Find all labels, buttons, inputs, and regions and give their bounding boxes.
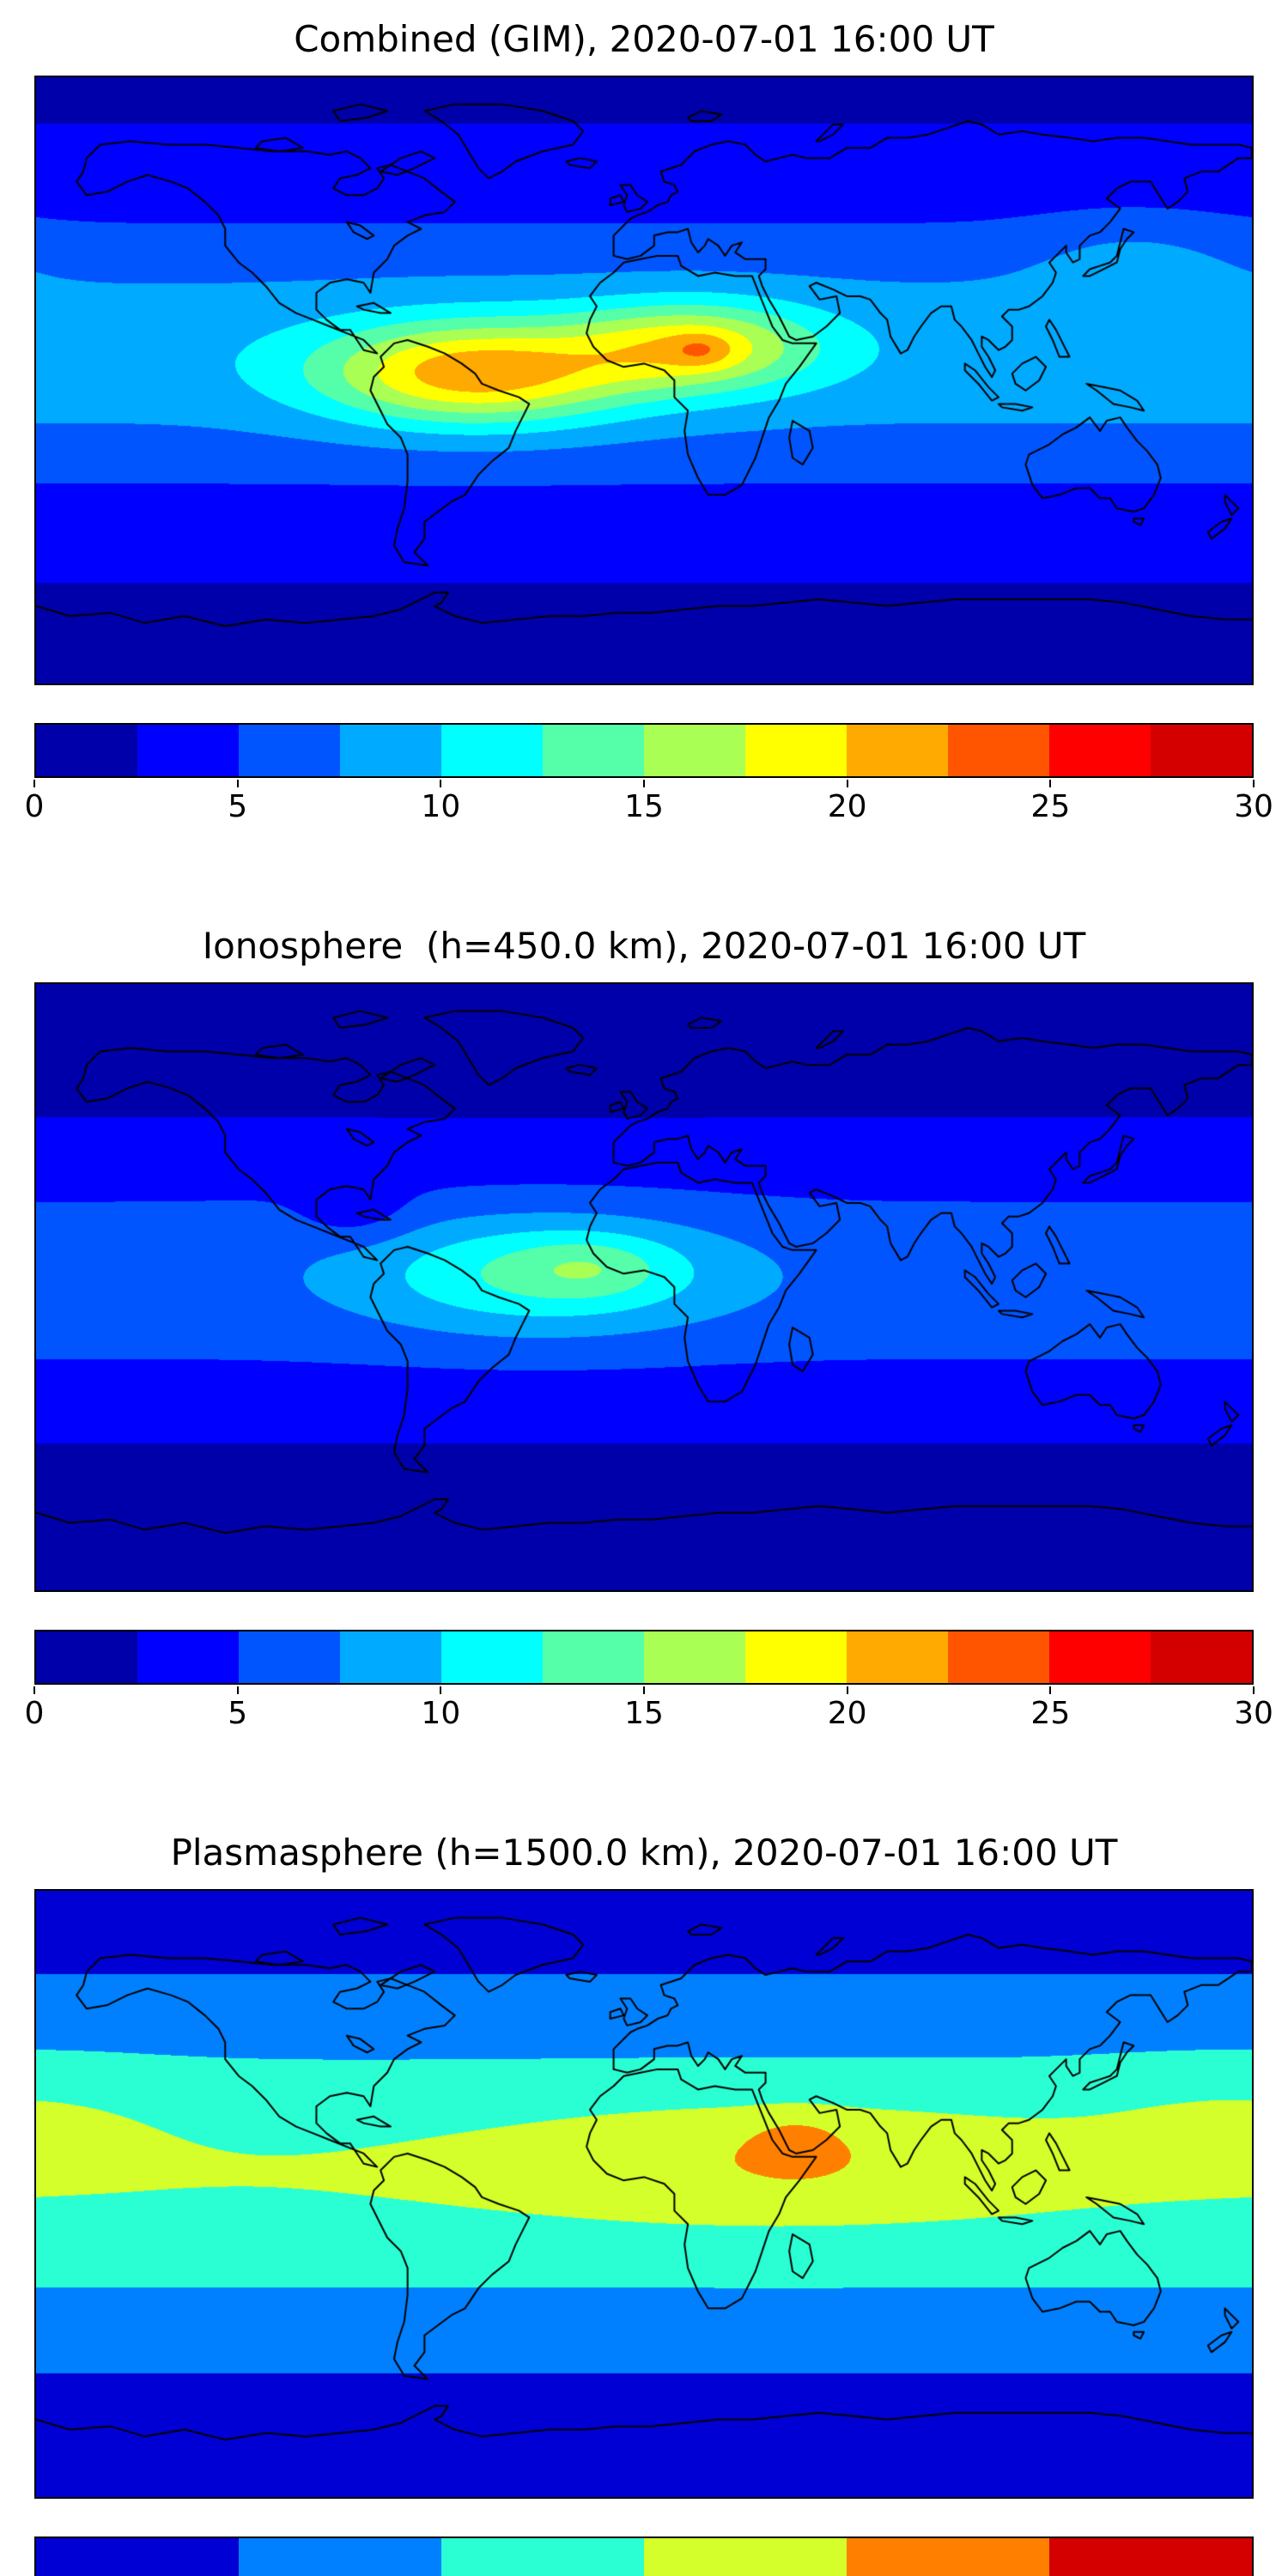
colorbar-tick-mark bbox=[33, 1686, 35, 1694]
panel-combined-gim: Combined (GIM), 2020-07-01 16:00 UT 0 5 … bbox=[0, 17, 1288, 876]
world-contour-map bbox=[36, 77, 1252, 683]
map-frame bbox=[34, 1889, 1254, 2499]
colorbar-segment bbox=[239, 2538, 441, 2576]
colorbar-ticks: 0 5 10 15 20 25 30 bbox=[25, 780, 1273, 828]
colorbar-segment bbox=[948, 1631, 1049, 1683]
colorbar-segment bbox=[441, 725, 543, 776]
colorbar-segment bbox=[745, 725, 847, 776]
panel-plasmasphere: Plasmasphere (h=1500.0 km), 2020-07-01 1… bbox=[0, 1831, 1288, 2576]
colorbar-segment bbox=[36, 2538, 239, 2576]
colorbar-segment bbox=[340, 1631, 441, 1683]
colorbar-ticks: 0 5 10 15 20 25 30 bbox=[25, 1686, 1273, 1735]
colorbar bbox=[34, 2537, 1254, 2576]
colorbar-tick-mark bbox=[846, 780, 848, 787]
colorbar-segment bbox=[745, 1631, 847, 1683]
colorbar-segment bbox=[137, 725, 239, 776]
colorbar-segment bbox=[340, 725, 441, 776]
colorbar-segment bbox=[644, 1631, 745, 1683]
colorbar-tick-mark bbox=[643, 780, 645, 787]
colorbar-segment bbox=[644, 2538, 847, 2576]
colorbar-tick-mark bbox=[440, 1686, 442, 1694]
panel-title: Ionosphere (h=450.0 km), 2020-07-01 16:0… bbox=[202, 925, 1086, 967]
colorbar-tick-label: 0 bbox=[24, 789, 45, 824]
colorbar-segment bbox=[644, 725, 745, 776]
colorbar-tick-label: 15 bbox=[624, 789, 664, 824]
colorbar-tick-label: 15 bbox=[624, 1696, 664, 1731]
colorbar-tick-label: 10 bbox=[421, 789, 461, 824]
colorbar-tick-mark bbox=[1049, 1686, 1052, 1694]
colorbar-tick-label: 5 bbox=[228, 1696, 248, 1731]
map-frame bbox=[34, 76, 1254, 685]
colorbar bbox=[34, 723, 1254, 778]
colorbar-tick-label: 10 bbox=[421, 1696, 461, 1731]
colorbar-tick-label: 25 bbox=[1030, 1696, 1071, 1731]
colorbar-segment bbox=[1049, 1631, 1151, 1683]
panel-title: Plasmasphere (h=1500.0 km), 2020-07-01 1… bbox=[170, 1832, 1118, 1874]
colorbar-segment bbox=[543, 725, 644, 776]
colorbar-segment bbox=[239, 1631, 340, 1683]
colorbar-tick-label: 0 bbox=[24, 1696, 45, 1731]
panel-ionosphere: Ionosphere (h=450.0 km), 2020-07-01 16:0… bbox=[0, 924, 1288, 1783]
colorbar-segment bbox=[36, 725, 137, 776]
colorbar-tick-mark bbox=[236, 780, 239, 787]
colorbar-segment bbox=[1151, 1631, 1252, 1683]
colorbar-segment bbox=[543, 1631, 644, 1683]
colorbar-segment bbox=[239, 725, 340, 776]
colorbar-tick-mark bbox=[440, 780, 442, 787]
colorbar-segment bbox=[1049, 725, 1151, 776]
colorbar-tick-mark bbox=[236, 1686, 239, 1694]
colorbar-segment bbox=[441, 1631, 543, 1683]
colorbar-tick-mark bbox=[1253, 780, 1255, 787]
colorbar-segment bbox=[441, 2538, 644, 2576]
colorbar-tick-label: 25 bbox=[1030, 789, 1071, 824]
colorbar-segment bbox=[847, 725, 948, 776]
colorbar-segment bbox=[847, 1631, 948, 1683]
colorbar-segment bbox=[948, 725, 1049, 776]
colorbar-segment bbox=[137, 1631, 239, 1683]
map-frame bbox=[34, 982, 1254, 1592]
colorbar-tick-label: 30 bbox=[1234, 789, 1273, 824]
colorbar bbox=[34, 1630, 1254, 1685]
colorbar-segment bbox=[1151, 725, 1252, 776]
colorbar-tick-label: 20 bbox=[827, 789, 867, 824]
world-contour-map bbox=[36, 984, 1252, 1590]
colorbar-tick-label: 20 bbox=[827, 1696, 867, 1731]
colorbar-tick-mark bbox=[1049, 780, 1052, 787]
colorbar-tick-label: 5 bbox=[228, 789, 248, 824]
colorbar-tick-mark bbox=[846, 1686, 848, 1694]
world-contour-map bbox=[36, 1891, 1252, 2497]
colorbar-segment bbox=[1049, 2538, 1252, 2576]
colorbar-tick-mark bbox=[33, 780, 35, 787]
colorbar-segment bbox=[36, 1631, 137, 1683]
colorbar-tick-mark bbox=[1253, 1686, 1255, 1694]
colorbar-segment bbox=[847, 2538, 1049, 2576]
colorbar-tick-label: 30 bbox=[1234, 1696, 1273, 1731]
colorbar-tick-mark bbox=[643, 1686, 645, 1694]
panel-title: Combined (GIM), 2020-07-01 16:00 UT bbox=[294, 18, 994, 60]
